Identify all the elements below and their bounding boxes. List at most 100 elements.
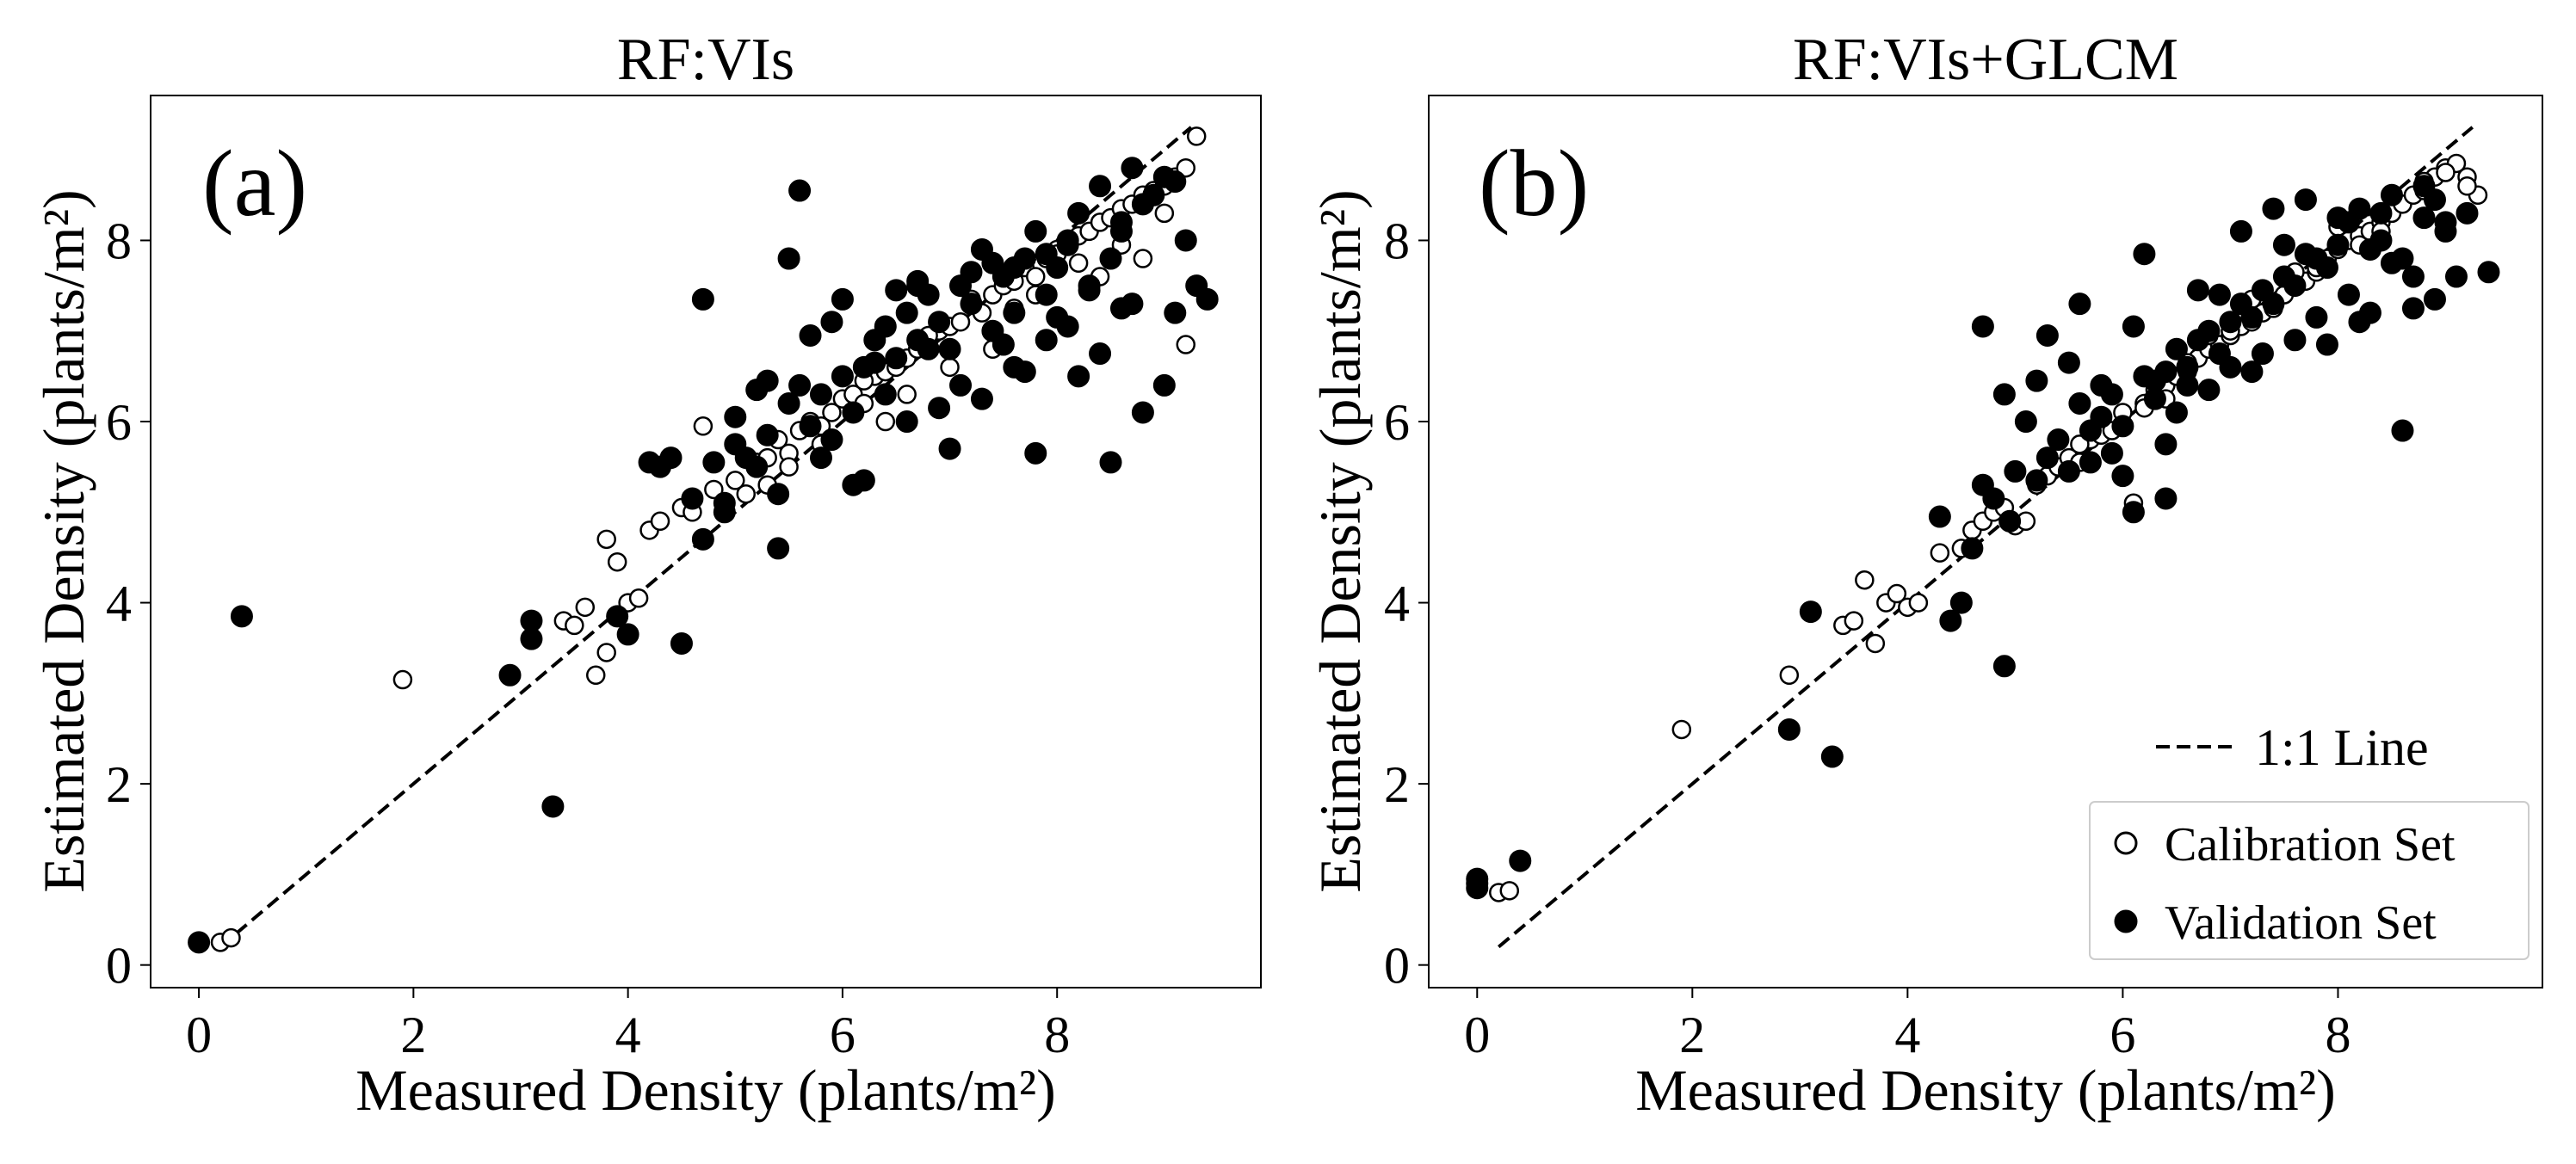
panel-a-calibration-point xyxy=(565,615,584,636)
panel-b-validation-point xyxy=(2197,379,2221,402)
panel-b-y-tick-label: 8 xyxy=(1384,212,1410,269)
legend-line-label: 1:1 Line xyxy=(2255,719,2429,776)
panel-a-calibration-point xyxy=(1154,203,1175,224)
panel-b-validation-point xyxy=(1777,717,1801,741)
panel-a-validation-point xyxy=(1131,401,1154,424)
panel-a-validation-point xyxy=(1024,441,1047,465)
panel-a-calibration-point xyxy=(779,457,799,477)
panel-a-validation-point xyxy=(842,401,865,424)
panel-b-validation-point xyxy=(2133,243,2156,266)
panel-a-validation-point xyxy=(1067,201,1090,225)
panel-b-validation-point xyxy=(1961,537,1984,560)
panel-a-calibration-point xyxy=(726,471,745,490)
panel-a-calibration-point xyxy=(585,665,606,686)
panel-a-x-tick-label: 4 xyxy=(615,1007,641,1063)
panel-b-validation-point xyxy=(2047,428,2070,452)
panel-a-validation-point xyxy=(767,537,790,560)
panel-a-validation-point xyxy=(885,347,908,370)
panel-b-validation-point xyxy=(2035,323,2059,347)
panel-a-validation-point xyxy=(928,311,951,334)
panel-b-validation-point xyxy=(2348,311,2371,334)
panel-a-y-tick-label: 2 xyxy=(106,756,132,813)
panel-b-validation-point xyxy=(2391,419,2414,442)
panel-a-calibration-point xyxy=(596,643,616,662)
panel-a-validation-point xyxy=(1089,342,1112,366)
panel-b-validation-point xyxy=(2251,342,2274,366)
panel-a-calibration-point xyxy=(1176,157,1196,178)
panel-b-calibration-point xyxy=(2070,434,2090,454)
panel-b-validation-point xyxy=(2240,305,2264,329)
panel-a-validation-point xyxy=(1003,301,1026,324)
panel-a-validation-point xyxy=(1109,297,1133,320)
panel-a-validation-point xyxy=(906,274,930,298)
panel-b-validation-point xyxy=(2100,383,2123,406)
legend-calibration-label: Calibration Set xyxy=(2165,818,2456,871)
panel-a-y-tick-label: 8 xyxy=(106,212,132,269)
panel-b-validation-point xyxy=(2122,315,2145,338)
panel-b-calibration-point xyxy=(1499,881,1520,901)
panel-b-y-tick-label: 6 xyxy=(1384,394,1410,451)
panel-b-validation-point xyxy=(2434,219,2457,243)
panel-a-validation-point xyxy=(659,447,683,470)
panel-b-calibration-point xyxy=(1887,583,1907,604)
panel-a-validation-point xyxy=(767,483,790,506)
legend-validation-marker xyxy=(2114,909,2138,933)
panel-b-axes-frame xyxy=(1428,95,2543,988)
panel-a-calibration-point xyxy=(575,597,596,618)
panel-b-calibration-point xyxy=(2436,163,2456,182)
panel-a-validation-point xyxy=(520,609,543,632)
panel-b-x-axis-label: Measured Density (plants/m²) xyxy=(1635,1057,2336,1123)
panel-b-validation-point xyxy=(2315,256,2338,280)
panel-a-calibration-point xyxy=(628,588,649,608)
panel-b-validation-point xyxy=(2380,251,2403,274)
panel-a-validation-point xyxy=(230,605,253,628)
panel-a-y-tick-label: 4 xyxy=(106,576,132,632)
panel-b-validation-point xyxy=(2165,401,2188,424)
panel-b-validation-point xyxy=(2348,197,2371,220)
panel-b-calibration-point xyxy=(2457,176,2477,196)
panel-a-y-axis-label: Estimated Density (plants/m²) xyxy=(31,189,96,892)
panel-a-validation-point xyxy=(1024,219,1047,243)
panel-b-validation-point xyxy=(2090,405,2113,428)
panel-b-validation-point xyxy=(2025,369,2048,392)
panel-a-validation-point xyxy=(809,447,832,470)
panel-b-validation-point xyxy=(2369,229,2393,252)
panel-a-validation-point xyxy=(1099,247,1122,270)
panel-b-validation-point xyxy=(1998,509,2022,533)
panel-a-validation-point xyxy=(1121,157,1144,180)
panel-a-validation-point xyxy=(895,410,918,434)
panel-b-validation-point xyxy=(2477,261,2500,284)
panel-a-calibration-point xyxy=(897,385,917,404)
panel-b-validation-point xyxy=(2444,265,2468,288)
panel-a-calibration-point xyxy=(704,479,724,500)
panel-a-validation-point xyxy=(788,373,812,397)
panel-a-validation-point xyxy=(895,301,918,324)
panel-a-validation-point xyxy=(681,487,704,510)
panel-b-validation-point xyxy=(1466,867,1489,890)
panel-a-validation-point xyxy=(1109,219,1133,243)
panel-b-calibration-point xyxy=(1844,611,1864,631)
panel-a-calibration-point xyxy=(392,669,413,690)
panel-b-validation-points xyxy=(1466,175,2500,900)
panel-b-calibration-point xyxy=(1671,719,1692,740)
panel-a-validation-point xyxy=(852,469,875,492)
panel-a-validation-point xyxy=(917,337,940,360)
panel-b-calibration-point xyxy=(1865,633,1886,654)
panel-a-validation-point xyxy=(498,663,522,687)
panel-a-validation-point xyxy=(820,311,843,334)
panel-b-validation-point xyxy=(1992,383,2016,406)
panel-b-validation-point xyxy=(2326,233,2350,256)
panel-a-validation-point xyxy=(1067,365,1090,388)
panel-a-validation-point xyxy=(1174,229,1197,252)
panel-b-validation-point xyxy=(1820,745,1844,768)
panel-b-label: (b) xyxy=(1479,131,1589,236)
panel-b: RF:VIs+GLCM 0 2 4 6 8 0 2 4 6 8 (b) Measured Dens… xyxy=(1307,27,2543,1123)
panel-b-validation-point xyxy=(2219,311,2242,334)
panel-b-validation-point xyxy=(2326,206,2350,230)
panel-b-validation-point xyxy=(2412,206,2436,230)
panel-b-validation-point xyxy=(1992,655,2016,678)
panel-a-ticks: 0 2 4 6 8 0 2 4 6 8 xyxy=(106,212,1070,1063)
panel-b-validation-point xyxy=(2100,441,2123,465)
panel-b-validation-point xyxy=(1799,600,1822,624)
